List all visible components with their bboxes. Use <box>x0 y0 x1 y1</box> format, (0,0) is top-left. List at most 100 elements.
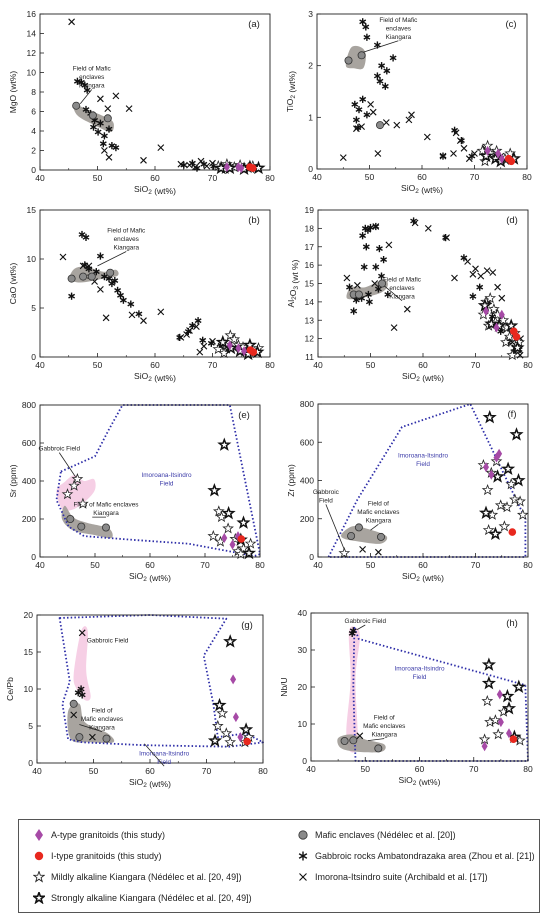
point-gabbroic <box>81 261 89 269</box>
x-tick-label: 40 <box>32 766 42 776</box>
asterisk-stroke <box>78 692 86 698</box>
point-mild <box>494 499 507 511</box>
asterisk-stroke <box>364 227 372 233</box>
star-shape <box>481 657 496 671</box>
annotation-text: Field <box>319 497 333 504</box>
star-shape <box>338 547 351 559</box>
y-axis-label: TiO2 (wt%) <box>285 71 297 112</box>
y-tick-label: 8 <box>31 87 36 97</box>
point-imorona <box>140 156 147 164</box>
star-shape <box>237 542 250 554</box>
point-a_type <box>498 153 505 164</box>
x-tick-label: 80 <box>523 560 533 570</box>
mafic-dot <box>106 268 115 277</box>
asterisk-stroke <box>358 295 366 301</box>
point-mild <box>77 497 89 509</box>
asterisk-stroke <box>82 234 90 240</box>
cross-stroke <box>104 105 112 112</box>
point-gabbroic <box>378 62 386 70</box>
cross-stroke <box>59 253 67 261</box>
legend-label: Mafic enclaves (Nédélec et al. [20]) <box>315 830 456 840</box>
point-imorona <box>390 324 398 331</box>
star-shape <box>217 437 232 451</box>
asterisk-stroke <box>468 153 476 159</box>
legend-item-strong: Strongly alkaline Kiangara (Nédélec et a… <box>33 892 252 904</box>
point-gabbroic_high <box>457 137 465 145</box>
point-imorona <box>405 116 413 124</box>
point-gabbroic <box>383 67 391 75</box>
y-tick-label: 4 <box>31 126 36 136</box>
y-tick-label: 6 <box>31 107 36 117</box>
point-a_type <box>483 306 489 317</box>
y-tick-label: 18 <box>305 223 315 233</box>
point-imorona <box>354 281 361 289</box>
diamond-shape <box>230 674 237 685</box>
diamond-shape <box>226 340 233 351</box>
x-tick-label: 40 <box>313 360 323 370</box>
y-tick-label: 0 <box>28 758 33 768</box>
y-tick-label: 12 <box>305 334 315 344</box>
mafic-dot <box>357 51 366 60</box>
cross-stroke <box>356 732 364 740</box>
y-tick-label: 1 <box>308 112 313 122</box>
cross-stroke <box>371 280 379 287</box>
asterisk-stroke <box>105 276 113 282</box>
star-shape <box>221 505 236 520</box>
point-gabbroic <box>114 286 122 294</box>
star-shape <box>228 333 241 345</box>
annotation-text: Field of Mafic <box>73 66 112 73</box>
point-strong <box>207 483 222 497</box>
asterisk-stroke <box>376 78 384 84</box>
annotation-text: Gabbroic Field <box>344 618 386 625</box>
asterisk-stroke <box>83 87 91 93</box>
annotation-text: Field of Mafic <box>383 277 422 284</box>
point-imorona <box>101 147 108 154</box>
annotation-text: Field of Mafic <box>107 228 146 235</box>
asterisk-stroke <box>105 126 113 132</box>
x-tick-label: 50 <box>93 173 103 183</box>
point-mild <box>489 714 502 726</box>
point-i_type <box>504 154 513 163</box>
point-gabbroic <box>127 300 135 308</box>
y-tick-label: 5 <box>31 303 36 313</box>
cross-stroke <box>157 308 165 316</box>
point-imorona <box>157 144 165 151</box>
point-gabbroic <box>375 245 383 253</box>
diamond-shape <box>223 162 230 173</box>
annotation-text: enclaves <box>386 25 411 32</box>
y-tick-label: 400 <box>300 476 314 486</box>
point-mild <box>482 524 495 536</box>
point-gabbroic_high <box>176 333 184 341</box>
star-shape <box>488 526 503 541</box>
x-axis-label: SiO2 (wt%) <box>134 371 176 383</box>
asterisk-stroke <box>188 323 196 329</box>
y-tick-label: 40 <box>298 608 308 618</box>
diamond-shape <box>488 469 495 480</box>
star-shape <box>222 522 234 534</box>
asterisk-stroke <box>351 101 359 107</box>
point-strong <box>488 151 503 165</box>
annotation-text: Gabbroic Field <box>87 637 129 644</box>
cross-stroke <box>469 270 477 278</box>
diamond-shape <box>496 689 503 700</box>
point-i_type <box>246 346 255 354</box>
cross-stroke <box>385 241 393 249</box>
point-gabbroic <box>117 291 124 299</box>
annotation-text: Field of Mafic enclaves <box>74 502 139 509</box>
cross-stroke <box>196 348 204 356</box>
y-tick-label: 600 <box>300 437 314 447</box>
cross-stroke <box>464 258 471 265</box>
star-shape <box>497 314 510 326</box>
point-mild <box>228 333 241 345</box>
point-gabbroic <box>112 144 120 152</box>
annotation-text: Kiangara <box>366 517 392 524</box>
point-gabbroic_high <box>194 317 202 325</box>
point-imorona <box>112 92 120 100</box>
asterisk-stroke <box>378 63 386 69</box>
point-gabbroic <box>362 243 370 251</box>
cross-stroke <box>343 274 351 282</box>
cross-stroke <box>105 153 113 161</box>
x-axis-label: SiO2 (wt%) <box>402 371 444 383</box>
asterisk-stroke <box>90 124 97 130</box>
point-strong <box>501 461 516 476</box>
